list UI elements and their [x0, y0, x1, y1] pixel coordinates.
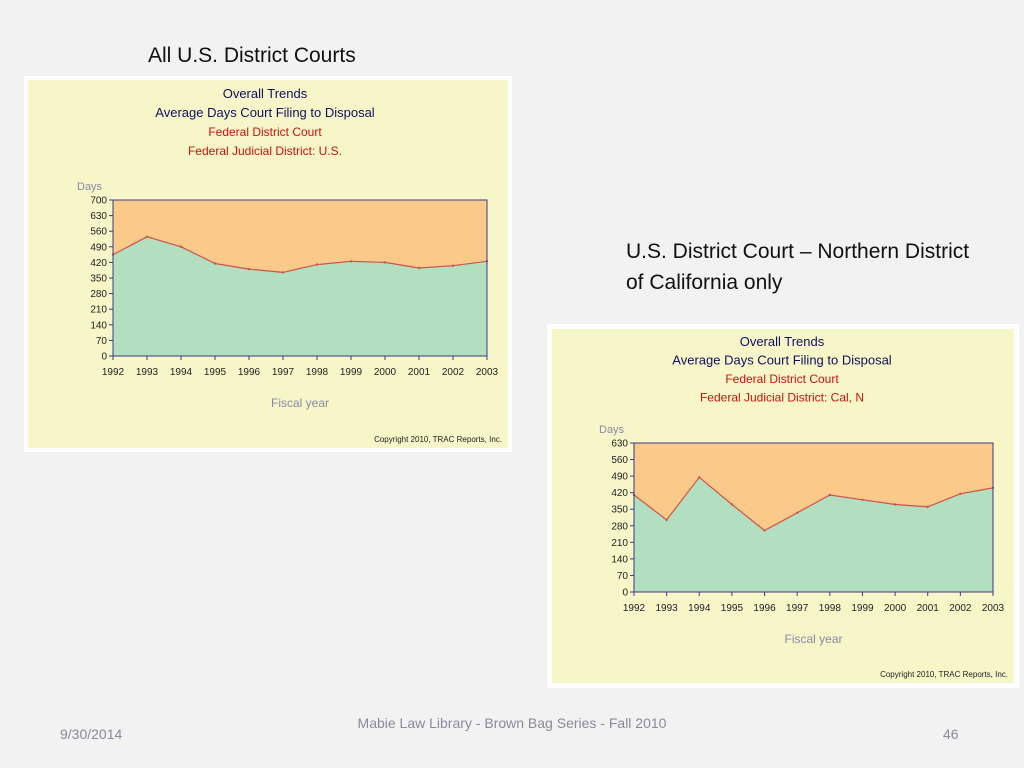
chart-data-point	[349, 260, 353, 263]
chart-data-point	[893, 503, 897, 506]
y-tick-label: 140	[90, 320, 107, 331]
y-tick-label: 560	[611, 455, 628, 466]
y-tick-label: 700	[90, 196, 107, 207]
chart-copyright: Copyright 2010, TRAC Reports, Inc.	[374, 435, 502, 444]
chart-plot-border	[633, 442, 994, 593]
y-tick-label: 350	[611, 505, 628, 516]
x-tick-label: 1995	[721, 603, 744, 614]
y-tick-label: 420	[90, 258, 107, 269]
chart-district-label: Federal Judicial District: Cal, N	[700, 391, 864, 405]
x-tick-label: 1995	[204, 367, 227, 378]
y-tick-label: 70	[96, 336, 108, 347]
chart-area-fill	[634, 477, 993, 592]
chart-subtitle: Average Days Court Filing to Disposal	[672, 353, 892, 368]
y-tick-label: 490	[90, 242, 107, 253]
chart-data-point	[417, 266, 421, 270]
x-tick-label: 1993	[656, 603, 679, 614]
chart-caption-us: All U.S. District Courts	[148, 44, 356, 67]
y-tick-label: 0	[101, 352, 107, 363]
x-tick-label: 1994	[170, 367, 193, 378]
x-tick-label: 2002	[442, 367, 465, 378]
x-axis-label: Fiscal year	[271, 396, 329, 410]
chart-data-point	[665, 518, 668, 522]
chart-area-fill	[113, 236, 487, 356]
chart-data-point	[730, 503, 734, 506]
chart-data-point	[145, 235, 149, 238]
chart-data-point	[763, 529, 766, 532]
x-tick-label: 1997	[786, 603, 809, 614]
chart-data-point	[213, 262, 217, 265]
chart-svg-us: Overall Trends Average Days Court Filing …	[28, 80, 508, 448]
chart-svg-cal: Overall Trends Average Days Court Filing …	[552, 329, 1014, 683]
y-axis-label: Days	[599, 424, 625, 436]
x-tick-label: 1998	[819, 603, 842, 614]
chart-us-district-courts: Overall Trends Average Days Court Filing …	[24, 76, 512, 452]
x-tick-label: 2000	[374, 367, 397, 378]
slide-date: 9/30/2014	[60, 726, 123, 742]
y-tick-label: 630	[90, 211, 107, 222]
x-tick-label: 2001	[917, 603, 940, 614]
slide-footer-text: Mabie Law Library - Brown Bag Series - F…	[357, 715, 667, 731]
x-tick-label: 1992	[102, 367, 125, 378]
y-tick-label: 630	[611, 439, 628, 450]
chart-data-point	[926, 505, 929, 509]
x-tick-label: 2000	[884, 603, 907, 614]
chart-caption-california: U.S. District Court – Northern District …	[626, 240, 970, 294]
x-axis-label: Fiscal year	[784, 632, 842, 646]
y-tick-label: 560	[90, 227, 107, 238]
slide-number: 46	[943, 726, 959, 742]
y-tick-label: 280	[90, 289, 107, 300]
chart-data-point	[247, 267, 251, 271]
chart-data-point	[451, 264, 455, 267]
chart-court-label: Federal District Court	[725, 372, 839, 386]
chart-series-line	[633, 476, 994, 532]
x-tick-label: 1993	[136, 367, 159, 378]
chart-district-label: Federal Judicial District: U.S.	[188, 144, 342, 158]
x-tick-label: 1996	[238, 367, 261, 378]
chart-data-point	[281, 271, 285, 274]
chart-copyright: Copyright 2010, TRAC Reports, Inc.	[880, 670, 1008, 679]
chart-data-point	[698, 476, 701, 479]
x-tick-label: 2001	[408, 367, 431, 378]
x-tick-label: 1994	[688, 603, 711, 614]
y-tick-label: 0	[622, 588, 628, 599]
x-tick-label: 2002	[949, 603, 972, 614]
chart-data-point	[959, 492, 962, 495]
x-tick-label: 2003	[982, 603, 1005, 614]
chart-northern-district-california: Overall Trends Average Days Court Filing …	[547, 324, 1019, 688]
chart-data-point	[828, 493, 831, 497]
x-tick-label: 1999	[851, 603, 874, 614]
y-tick-label: 210	[90, 305, 107, 316]
chart-series-line	[112, 236, 488, 274]
y-tick-label: 420	[611, 488, 628, 499]
y-tick-label: 70	[617, 571, 629, 582]
chart-subtitle: Average Days Court Filing to Disposal	[155, 105, 375, 120]
y-tick-label: 490	[611, 472, 628, 483]
x-tick-label: 1997	[272, 367, 295, 378]
x-tick-label: 1999	[340, 367, 363, 378]
y-tick-label: 350	[90, 274, 107, 285]
chart-data-point	[315, 263, 319, 266]
chart-data-point	[179, 245, 183, 248]
chart-data-point	[796, 511, 799, 514]
y-tick-label: 280	[611, 521, 628, 532]
chart-data-point	[861, 498, 864, 501]
chart-title: Overall Trends	[223, 86, 308, 101]
y-tick-label: 140	[611, 554, 628, 565]
x-tick-label: 2003	[476, 367, 499, 378]
y-tick-label: 210	[611, 538, 628, 549]
x-tick-label: 1992	[623, 603, 646, 614]
x-tick-label: 1998	[306, 367, 329, 378]
chart-data-point	[383, 261, 387, 264]
chart-title: Overall Trends	[740, 334, 825, 349]
x-tick-label: 1996	[753, 603, 776, 614]
chart-court-label: Federal District Court	[208, 125, 322, 139]
y-axis-label: Days	[77, 181, 103, 193]
